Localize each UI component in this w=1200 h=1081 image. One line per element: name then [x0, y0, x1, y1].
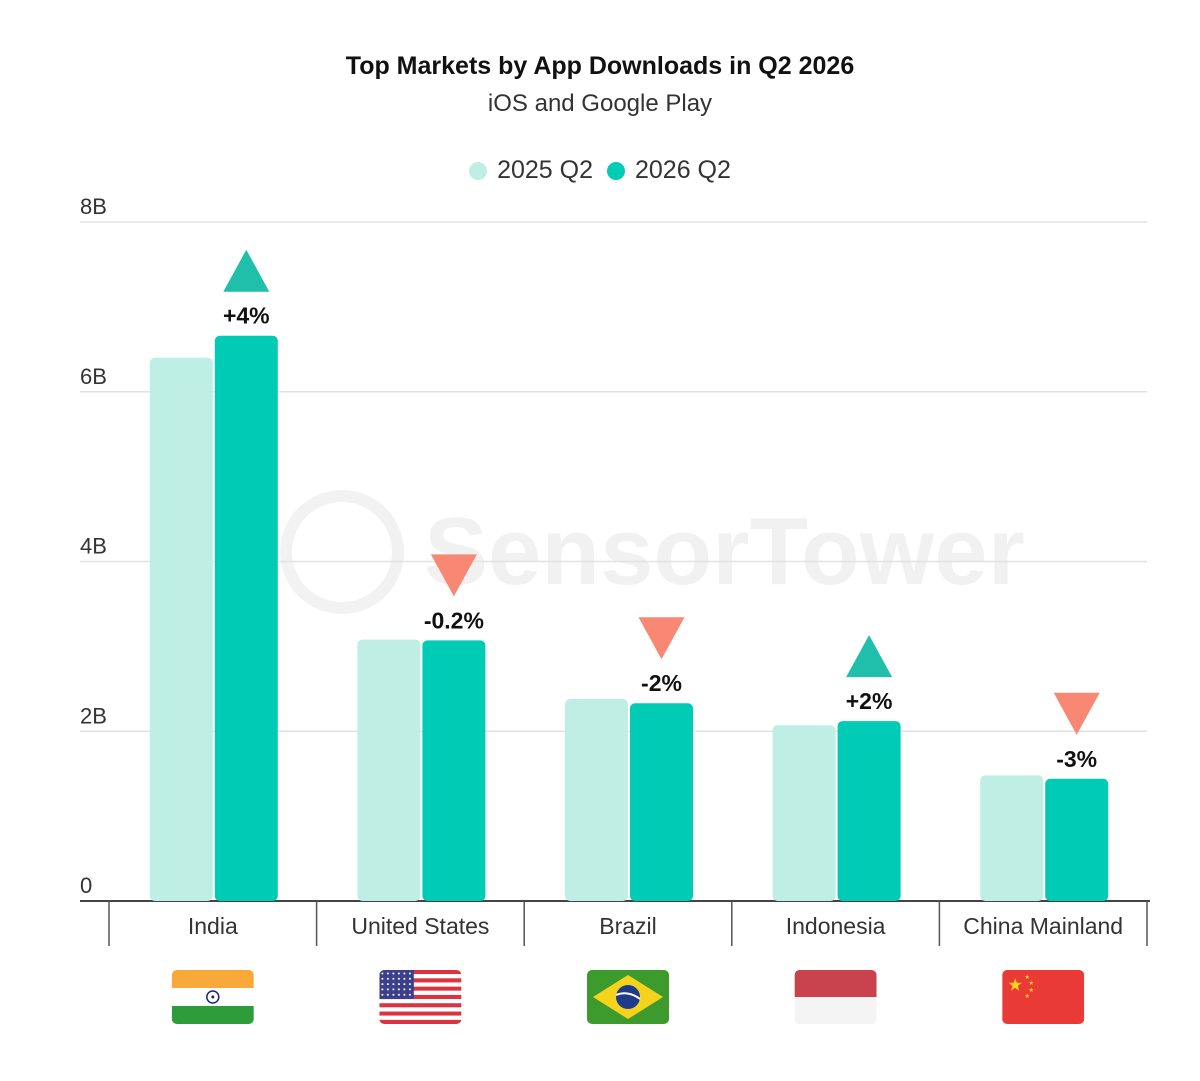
bar-2025: [149, 357, 213, 901]
y-tick-label: 8B: [80, 194, 107, 219]
decrease-arrow-icon: [1053, 692, 1100, 735]
y-tick-label: 6B: [80, 364, 107, 389]
x-tick-label: Brazil: [599, 913, 657, 939]
us-flag-icon: [379, 970, 462, 1024]
x-tick-label: United States: [351, 913, 489, 939]
india-flag-icon: [171, 970, 254, 1024]
decrease-arrow-icon: [638, 617, 685, 660]
bar-2026: [1045, 778, 1109, 901]
bar-2025: [980, 775, 1044, 901]
change-label: +4%: [223, 303, 270, 329]
bar-2025: [357, 639, 421, 901]
legend-item-2025: 2025 Q2: [469, 156, 593, 185]
legend-label-2025: 2025 Q2: [497, 156, 593, 184]
y-tick-label: 0: [80, 873, 92, 898]
legend-dot-2025: [469, 161, 488, 180]
change-label: -0.2%: [424, 607, 484, 633]
legend: 2025 Q2 2026 Q2: [0, 156, 1200, 185]
bar-2025: [772, 725, 836, 901]
change-label: -2%: [641, 670, 682, 696]
bar-2026: [422, 640, 486, 901]
decrease-arrow-icon: [430, 554, 477, 597]
legend-item-2026: 2026 Q2: [607, 156, 731, 185]
bar-2025: [565, 698, 628, 901]
y-tick-label: 2B: [80, 703, 107, 728]
legend-dot-2026: [607, 161, 625, 180]
bar-2026: [630, 703, 693, 901]
change-label: -3%: [1056, 746, 1097, 772]
x-tick-label: India: [188, 913, 238, 939]
china-flag-icon: [1002, 970, 1085, 1024]
indonesia-flag-icon: [794, 970, 877, 1024]
chart-title: Top Markets by App Downloads in Q2 2026: [345, 52, 855, 80]
bar-2026: [837, 721, 901, 901]
change-label: +2%: [846, 688, 893, 714]
chart-subtitle: iOS and Google Play: [487, 90, 713, 117]
x-tick-label: China Mainland: [963, 913, 1123, 939]
legend-label-2026: 2026 Q2: [635, 156, 731, 184]
bar-2026: [214, 335, 278, 901]
x-tick-label: Indonesia: [786, 913, 886, 939]
increase-arrow-icon: [223, 249, 270, 292]
y-tick-label: 4B: [80, 534, 107, 559]
increase-arrow-icon: [846, 635, 893, 678]
brazil-flag-icon: [587, 970, 669, 1024]
